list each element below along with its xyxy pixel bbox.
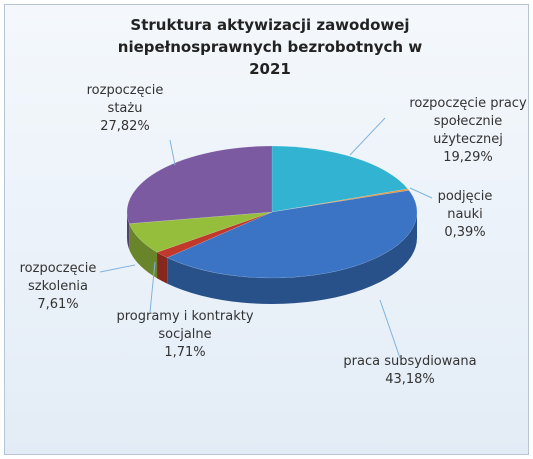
slice-label: programy i kontrakty socjalne 1,71% — [100, 308, 270, 362]
leader-line — [99, 264, 136, 273]
slice — [271, 145, 409, 213]
slice-label: podjęcie nauki 0,39% — [425, 188, 505, 242]
leader-line — [379, 299, 401, 359]
slice — [166, 190, 418, 279]
category-label: rozpoczęcie szkolenia — [19, 261, 97, 294]
slice-side — [127, 212, 130, 250]
slice-side — [157, 252, 168, 284]
leader-line — [169, 139, 176, 166]
leader-line — [409, 187, 433, 199]
slice — [156, 211, 273, 258]
category-label: programy i kontrakty socjalne — [116, 309, 254, 342]
chart-title: Struktura aktywizacji zawodowej niepełno… — [117, 16, 423, 78]
value-label: 27,82% — [100, 119, 150, 134]
slice-side — [167, 212, 417, 304]
slice-label: rozpoczęcie pracy społecznie użytecznej 1… — [398, 95, 533, 167]
slice-side — [129, 223, 158, 279]
category-label: praca subsydiowana — [343, 354, 477, 369]
leader-line — [149, 261, 156, 313]
value-label: 7,61% — [37, 297, 79, 312]
value-label: 0,39% — [444, 225, 486, 240]
leader-line — [349, 117, 386, 156]
slice-label: praca subsydiowana 43,18% — [340, 353, 480, 389]
slice — [271, 188, 410, 213]
category-label: podjęcie nauki — [437, 189, 493, 222]
value-label: 19,29% — [443, 150, 493, 165]
slice-label: rozpoczęcie szkolenia 7,61% — [8, 260, 108, 314]
slice-label: rozpoczęcie stażu 27,82% — [75, 82, 175, 136]
category-label: rozpoczęcie stażu — [86, 83, 164, 116]
value-label: 1,71% — [164, 345, 206, 360]
category-label: rozpoczęcie pracy społecznie użytecznej — [409, 96, 527, 147]
value-label: 43,18% — [385, 372, 435, 387]
slice — [126, 145, 273, 224]
slice — [128, 211, 273, 253]
